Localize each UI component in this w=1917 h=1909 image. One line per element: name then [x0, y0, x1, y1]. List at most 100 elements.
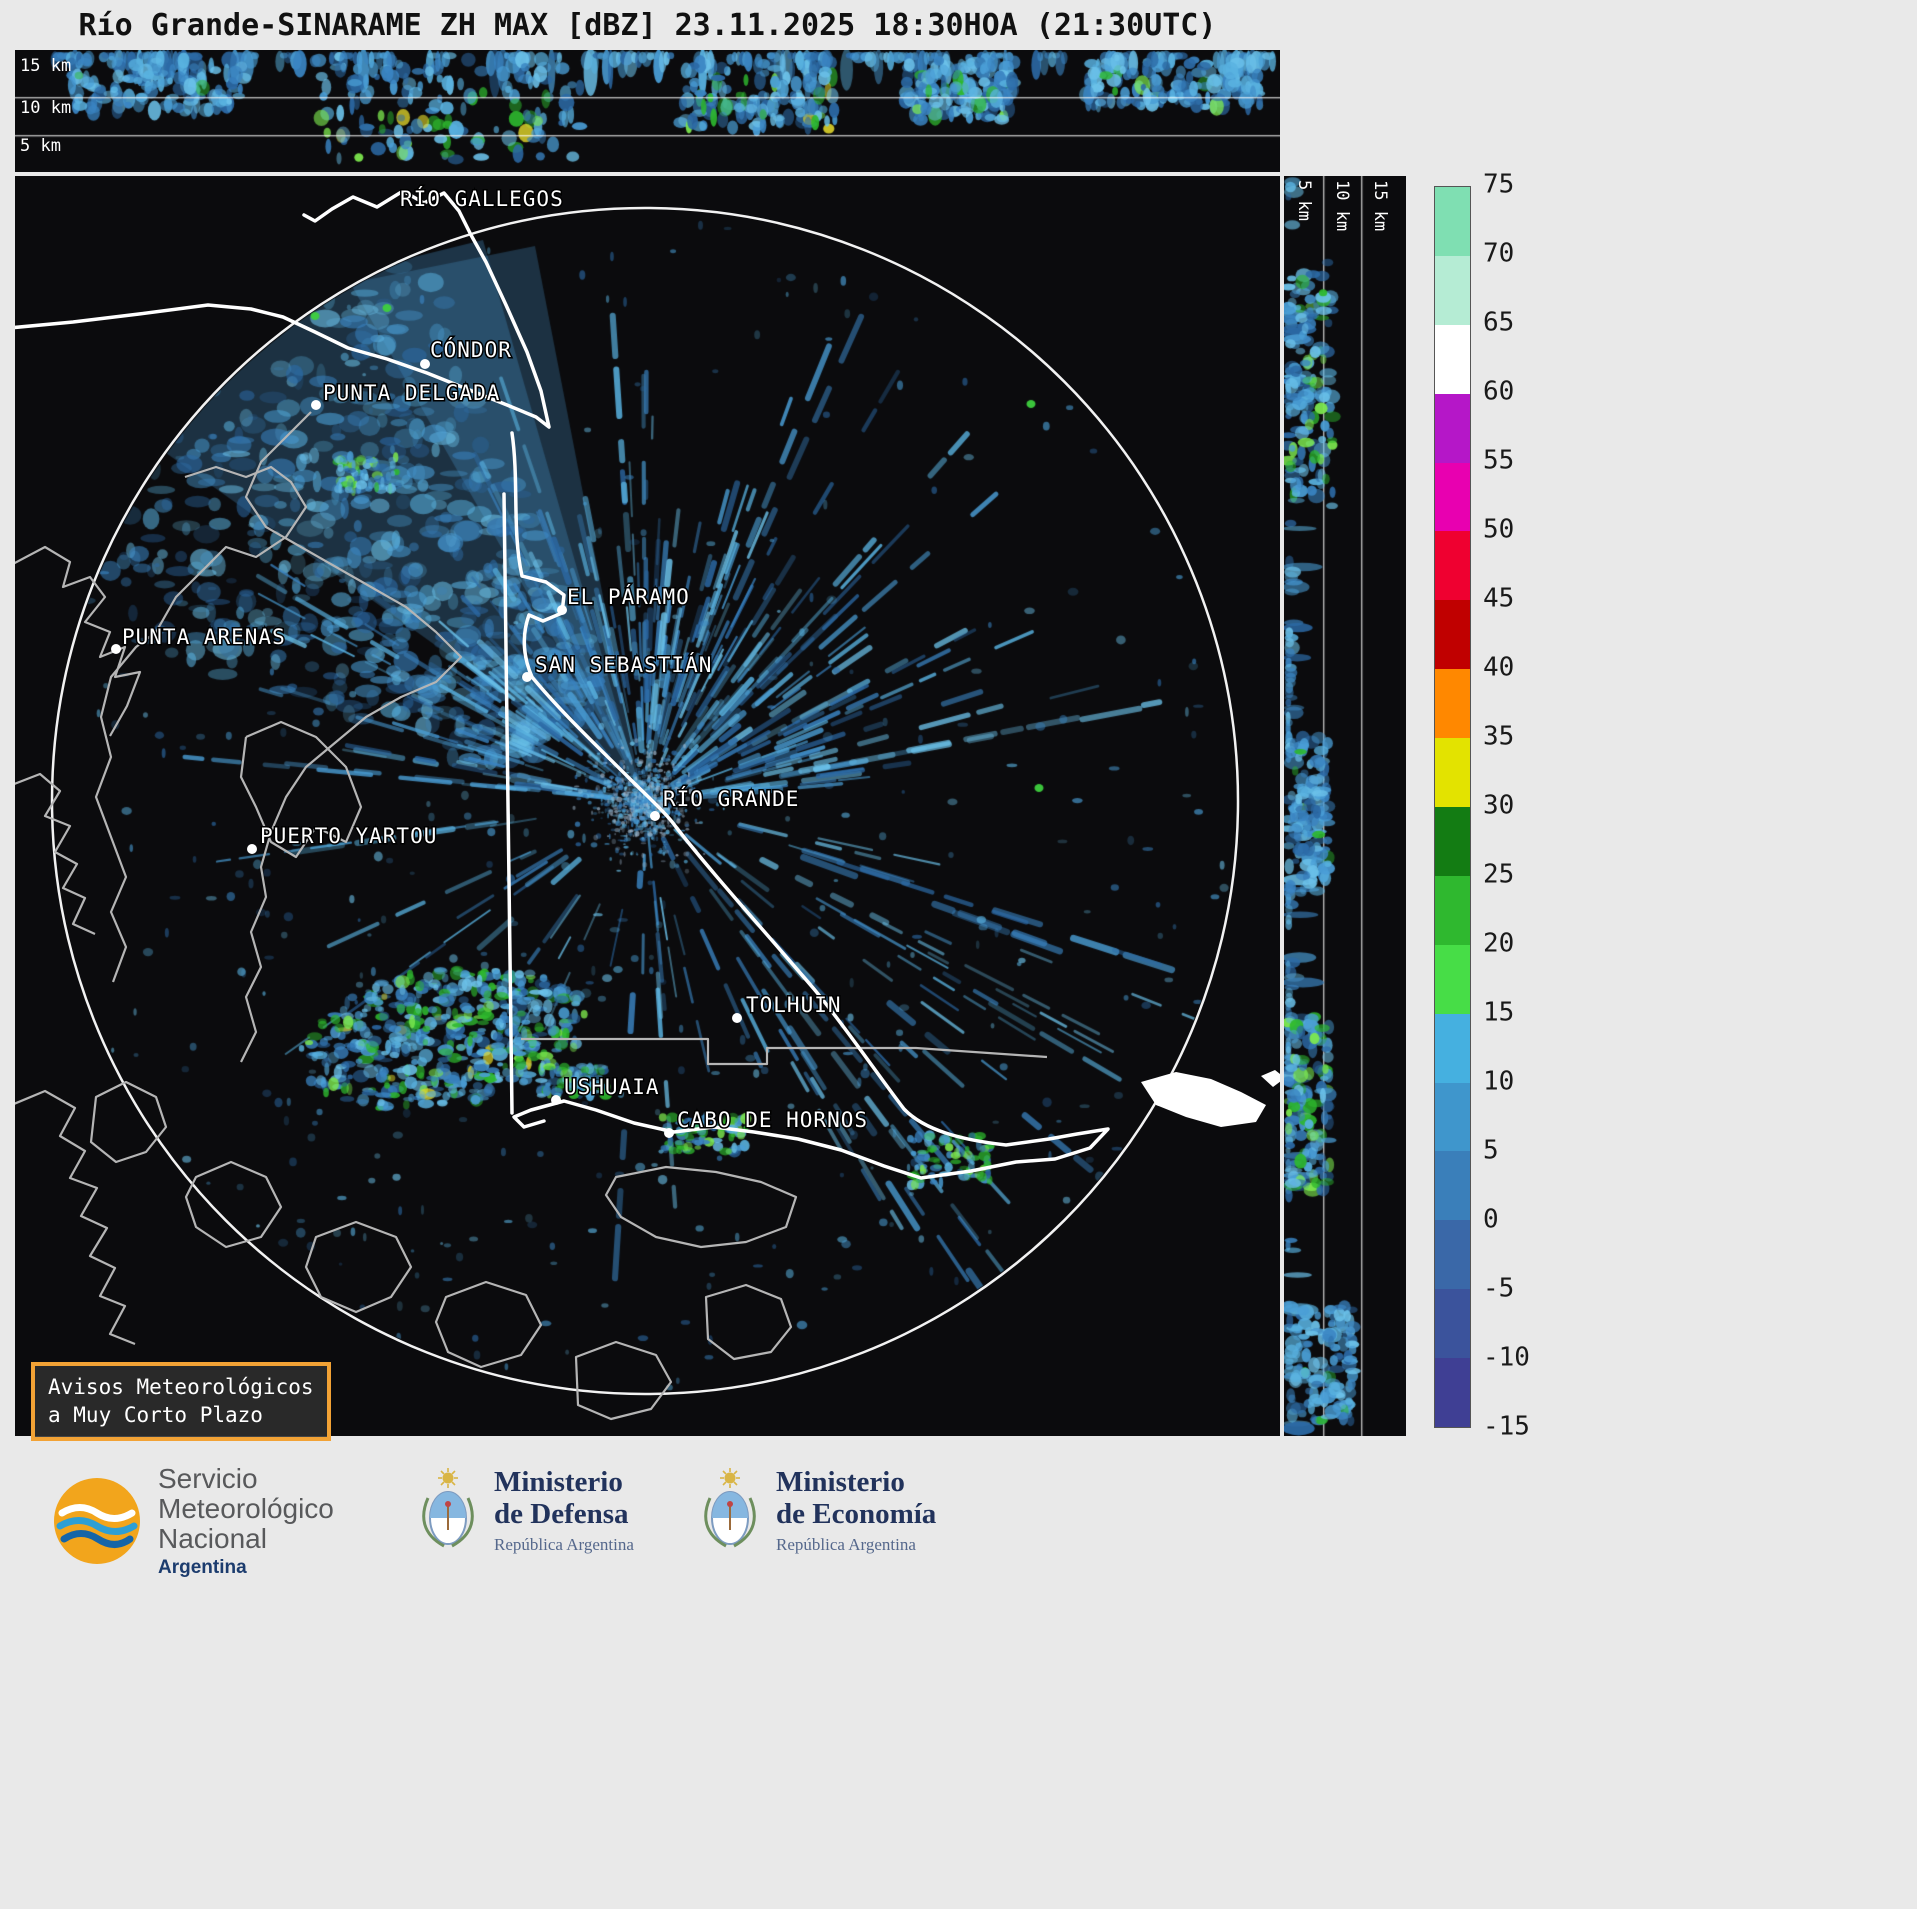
colorbar-segment	[1435, 255, 1470, 325]
colorbar-segment	[1435, 1082, 1470, 1152]
colorbar-segment	[1435, 187, 1470, 256]
short-term-warnings-box[interactable]: Avisos Meteorológicos a Muy Corto Plazo	[31, 1362, 331, 1441]
place-dot	[650, 811, 660, 821]
smn-name-line: Meteorológico	[158, 1492, 334, 1524]
colorbar-tick-label: 40	[1483, 652, 1515, 683]
colorbar-segment	[1435, 875, 1470, 945]
colorbar-segment	[1435, 1013, 1470, 1083]
colorbar-tick-label: 5	[1483, 1135, 1499, 1166]
dbz-colorbar	[1434, 186, 1471, 1428]
colorbar-tick-label: 20	[1483, 928, 1515, 959]
place-dot	[111, 644, 121, 654]
isla-de-los-estados	[1141, 1070, 1280, 1127]
top-profile-echo-canvas	[15, 50, 1280, 172]
argentina-coastline	[15, 189, 1110, 1180]
warning-line2: a Muy Corto Plazo	[48, 1403, 263, 1428]
colorbar-segment	[1435, 600, 1470, 670]
colorbar-tick-label: 0	[1483, 1204, 1499, 1235]
colorbar-segment	[1435, 807, 1470, 876]
colorbar-segment	[1435, 393, 1470, 463]
place-dot	[247, 844, 257, 854]
chile-coastline-borders	[15, 411, 1048, 1421]
colorbar-tick-label: 15	[1483, 997, 1515, 1028]
place-label: PUERTO YARTOU	[260, 824, 437, 848]
ministry-subline: República Argentina	[494, 1534, 634, 1554]
place-label: RÍO GALLEGOS	[400, 186, 564, 211]
colorbar-tick-label: 45	[1483, 583, 1515, 614]
colorbar-tick-label: 10	[1483, 1066, 1515, 1097]
colorbar-tick-label: 65	[1483, 307, 1515, 338]
province-border-line	[502, 492, 514, 1115]
ministry-line: de Economía	[776, 1498, 937, 1531]
smn-wordmark: Servicio Meteorológico Nacional Argentin…	[158, 1464, 334, 1579]
colorbar-segment	[1435, 944, 1470, 1014]
colorbar-segment	[1435, 1151, 1470, 1221]
colorbar-tick-label: 75	[1483, 169, 1515, 200]
place-label: CABO DE HORNOS	[677, 1108, 868, 1132]
ministerio-defensa-wordmark: Ministerio de Defensa República Argentin…	[494, 1466, 634, 1555]
colorbar-tick-label: 25	[1483, 859, 1515, 890]
place-dot	[522, 672, 532, 682]
footer: Servicio Meteorológico Nacional Argentin…	[0, 1452, 1917, 1909]
smn-logo-icon	[54, 1478, 140, 1565]
coat-of-arms-icon	[422, 1468, 474, 1548]
smn-country-label: Argentina	[158, 1556, 247, 1578]
colorbar-tick-label: -10	[1483, 1342, 1530, 1373]
right-profile-echo-canvas	[1284, 176, 1406, 1436]
colorbar-tick-label: -15	[1483, 1411, 1530, 1442]
ministry-line: de Defensa	[494, 1498, 629, 1531]
place-dot	[664, 1128, 674, 1138]
altitude-label: 15 km	[20, 56, 72, 76]
colorbar-segment	[1435, 531, 1470, 601]
ministry-line: Ministerio	[776, 1466, 905, 1498]
colorbar-segment	[1435, 324, 1470, 394]
place-label: RÍO GRANDE	[663, 786, 799, 811]
smn-name-line: Servicio	[158, 1463, 258, 1494]
smn-name-line: Nacional	[158, 1522, 267, 1554]
radar-map-panel: RÍO GALLEGOS CÓNDOR PUNTA DELGADA PUNTA ARE…	[15, 176, 1280, 1441]
place-label: TOLHUIN	[746, 993, 842, 1017]
colorbar-tick-label: -5	[1483, 1273, 1515, 1304]
altitude-label: 15 km	[1370, 180, 1390, 232]
place-dot	[732, 1013, 742, 1023]
place-label: USHUAIA	[564, 1075, 660, 1099]
altitude-label: 10 km	[20, 98, 72, 118]
place-dot	[551, 1095, 561, 1105]
colorbar-tick-label: 35	[1483, 721, 1515, 752]
place-label: SAN SEBASTIÁN	[535, 652, 712, 677]
right-altitude-profile-panel: 5 km 10 km 15 km	[1284, 176, 1406, 1436]
ministerio-defensa-block: Ministerio de Defensa República Argentin…	[418, 1466, 634, 1555]
top-altitude-profile-panel: 15 km 10 km 5 km	[15, 50, 1280, 172]
warning-line1: Avisos Meteorológicos	[48, 1375, 314, 1399]
colorbar-segments	[1435, 187, 1470, 1428]
place-label: PUNTA ARENAS	[122, 625, 286, 649]
place-label: EL PÁRAMO	[567, 584, 690, 609]
place-dot	[311, 400, 321, 410]
colorbar-segment	[1435, 1289, 1470, 1359]
colorbar-segment	[1435, 462, 1470, 532]
colorbar-segment	[1435, 1220, 1470, 1290]
map-overlay: RÍO GALLEGOS CÓNDOR PUNTA DELGADA PUNTA ARE…	[15, 185, 1280, 1421]
ministry-line: Ministerio	[494, 1466, 623, 1498]
altitude-label: 5 km	[1294, 180, 1314, 221]
altitude-label: 5 km	[20, 136, 61, 156]
colorbar-tick-label: 50	[1483, 514, 1515, 545]
place-dot	[420, 359, 430, 369]
smn-logo-block: Servicio Meteorológico Nacional Argentin…	[52, 1464, 334, 1579]
colorbar-tick-label: 30	[1483, 790, 1515, 821]
ministry-subline: República Argentina	[776, 1534, 916, 1554]
place-dot	[557, 605, 567, 615]
colorbar-segment	[1435, 1358, 1470, 1428]
ministerio-economia-wordmark: Ministerio de Economía República Argenti…	[776, 1466, 936, 1555]
place-label: PUNTA DELGADA	[323, 381, 500, 405]
altitude-label: 10 km	[1332, 180, 1352, 232]
coat-of-arms-icon	[704, 1468, 756, 1548]
colorbar-tick-label: 55	[1483, 445, 1515, 476]
range-ring-circle	[50, 206, 1240, 1396]
colorbar-segment	[1435, 738, 1470, 808]
colorbar-tick-labels: 75 70 65 60 55 50 45 40 35 30 25 20 15 10 5 0 -5 -10 -15	[1483, 170, 1573, 1442]
colorbar-segment	[1435, 669, 1470, 739]
place-label: CÓNDOR	[430, 337, 512, 362]
ministerio-economia-block: Ministerio de Economía República Argenti…	[700, 1466, 936, 1555]
